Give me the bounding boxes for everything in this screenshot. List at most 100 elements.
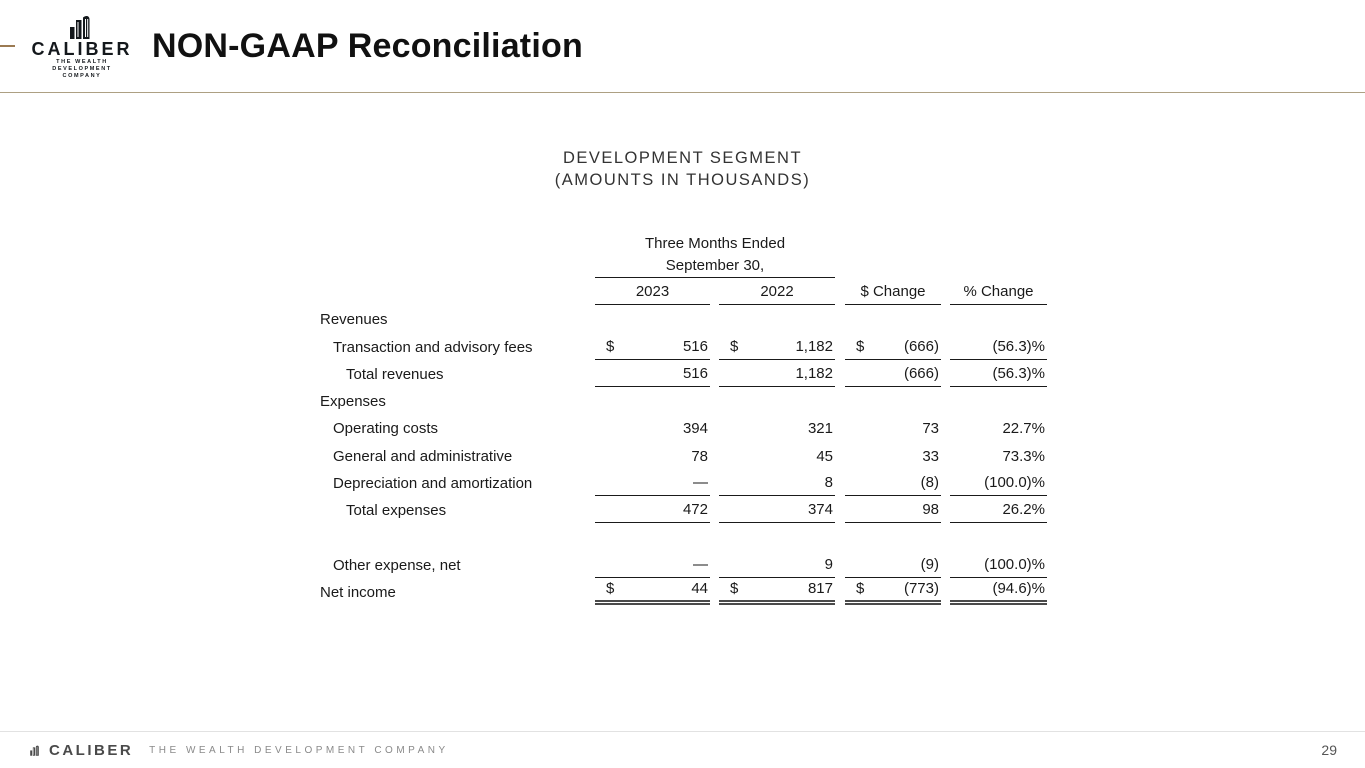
cell-2022: 374 xyxy=(719,501,835,524)
row-label: Expenses xyxy=(320,393,386,411)
cell-2023: — xyxy=(595,474,710,497)
cell-dollar-change: 73 xyxy=(845,420,941,441)
cell-percent-change: 26.2% xyxy=(950,501,1047,524)
cell-2022: 45 xyxy=(719,448,835,469)
cell-value: 73.3% xyxy=(1002,447,1045,465)
cell-2023: $44 xyxy=(595,580,710,606)
cell-dollar-change: (8) xyxy=(845,474,941,497)
column-header-2023: 2023 xyxy=(595,283,710,305)
cell-dollar-change: (9) xyxy=(845,556,941,578)
cell-value: (666) xyxy=(903,337,939,355)
cell-2022: 1,182 xyxy=(719,365,835,387)
cell-value: (666) xyxy=(903,364,939,382)
cell-value: 9 xyxy=(824,555,833,573)
footer-tagline: THE WEALTH DEVELOPMENT COMPANY xyxy=(149,744,449,756)
cell-value: 44 xyxy=(691,580,708,598)
cell-dollar-change: $ (666) xyxy=(845,338,941,360)
cell-value: 78 xyxy=(691,447,708,465)
cell-2023: 472 xyxy=(595,501,710,524)
table-row: Operating costs 394 321 73 22.7% xyxy=(320,414,1047,441)
cell-value: 516 xyxy=(682,364,708,382)
cell-value: 33 xyxy=(922,447,939,465)
cell-percent-change: (94.6)% xyxy=(950,580,1047,606)
cell-value: (9) xyxy=(920,555,939,573)
table-row: Other expense, net — 9 (9) (100.0)% xyxy=(320,551,1047,578)
cell-percent-change: (56.3)% xyxy=(950,338,1047,360)
currency-symbol: $ xyxy=(856,337,865,355)
cell-value: 321 xyxy=(807,420,833,438)
cell-2023: 516 xyxy=(595,365,710,387)
table-row: Total expenses 472 374 98 26.2% xyxy=(320,496,1047,524)
slide-header: CALIBER THE WEALTH DEVELOPMENT COMPANY N… xyxy=(0,0,1365,93)
cell-2023: $516 xyxy=(595,338,710,360)
table-row: General and administrative 78 45 33 73.3% xyxy=(320,441,1047,468)
cell-value: (100.0)% xyxy=(984,474,1045,492)
page-title: NON-GAAP Reconciliation xyxy=(152,27,583,65)
cell-dollar-change: 33 xyxy=(845,448,941,469)
table-row: Revenues xyxy=(320,305,1047,332)
currency-symbol: $ xyxy=(606,337,615,355)
financial-table: Three Months Ended September 30, 2023 20… xyxy=(320,233,1047,606)
logo-tagline-line2: COMPANY xyxy=(62,72,102,79)
segment-title-line1: DEVELOPMENT SEGMENT xyxy=(562,149,803,167)
cell-dollar-change: (666) xyxy=(845,365,941,387)
cell-value: (94.6)% xyxy=(992,580,1045,598)
cell-2023: 394 xyxy=(595,420,710,441)
cell-percent-change: (56.3)% xyxy=(950,365,1047,387)
caliber-logo: CALIBER THE WEALTH DEVELOPMENT COMPANY xyxy=(26,13,138,80)
table-row: Net income $44 $817 $ (773) (94.6)% xyxy=(320,578,1047,606)
cell-value: — xyxy=(693,555,708,573)
buildings-icon xyxy=(65,13,99,39)
cell-value: 73 xyxy=(922,420,939,438)
cell-value: — xyxy=(693,474,708,492)
cell-2022: $817 xyxy=(719,580,835,606)
period-header-line1: Three Months Ended xyxy=(644,235,786,252)
column-header-dollar-change: $ Change xyxy=(845,283,941,305)
table-spacer-row xyxy=(320,523,1047,550)
cell-value: 1,182 xyxy=(795,337,833,355)
column-header-percent-change: % Change xyxy=(950,283,1047,305)
segment-title: DEVELOPMENT SEGMENT (AMOUNTS IN THOUSAND… xyxy=(0,147,1365,191)
cell-value: 472 xyxy=(682,501,708,519)
row-label: Other expense, net xyxy=(333,556,461,574)
cell-value: 26.2% xyxy=(1002,501,1045,519)
buildings-icon xyxy=(30,745,39,756)
cell-percent-change: 73.3% xyxy=(950,448,1047,469)
cell-2022: 9 xyxy=(719,556,835,578)
cell-2022: $1,182 xyxy=(719,338,835,360)
row-label: Depreciation and amortization xyxy=(333,475,533,493)
cell-2023: 78 xyxy=(595,448,710,469)
cell-2022: 8 xyxy=(719,474,835,497)
currency-symbol: $ xyxy=(730,580,739,598)
cell-value: (8) xyxy=(920,474,939,492)
cell-value: 22.7% xyxy=(1002,420,1045,438)
cell-value: (56.3)% xyxy=(992,337,1045,355)
cell-value: 98 xyxy=(922,501,939,519)
row-label: Net income xyxy=(320,584,396,602)
table-row: Expenses xyxy=(320,387,1047,414)
table-row: Transaction and advisory fees $516 $1,182 $… xyxy=(320,332,1047,360)
row-label: Total expenses xyxy=(346,502,447,520)
cell-value: (56.3)% xyxy=(992,364,1045,382)
column-header-2022: 2022 xyxy=(719,283,835,305)
period-header-row1: Three Months Ended xyxy=(320,233,1047,255)
logo-tagline-line1: THE WEALTH DEVELOPMENT xyxy=(52,58,112,72)
row-label: Total revenues xyxy=(346,365,444,383)
period-header-line2: September 30, xyxy=(595,255,835,278)
cell-dollar-change: 98 xyxy=(845,501,941,524)
cell-dollar-change: $ (773) xyxy=(845,580,941,606)
cell-percent-change: (100.0)% xyxy=(950,556,1047,578)
currency-symbol: $ xyxy=(606,580,615,598)
cell-value: 817 xyxy=(807,580,833,598)
cell-value: 1,182 xyxy=(795,364,833,382)
cell-value: 516 xyxy=(682,337,708,355)
column-header-row: 2023 2022 $ Change % Change xyxy=(320,278,1047,305)
row-label: General and administrative xyxy=(333,447,513,465)
accent-tick xyxy=(0,45,15,47)
row-label: Operating costs xyxy=(333,420,439,438)
cell-value: 8 xyxy=(824,474,833,492)
cell-value: 45 xyxy=(816,447,833,465)
cell-2022: 321 xyxy=(719,420,835,441)
footer-caliber-logo: CALIBER xyxy=(28,742,133,759)
